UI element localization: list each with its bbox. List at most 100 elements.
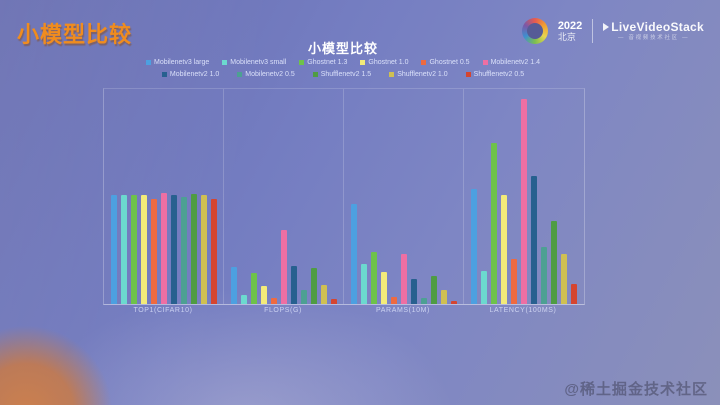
x-axis-labels: TOP1(CIFAR10) FLOPS(G) PARAMS(10M) LATEN… <box>103 307 583 314</box>
legend-item: Mobilenetv3 large <box>146 59 209 66</box>
bar-group <box>464 89 584 304</box>
bar <box>380 272 387 304</box>
legend-swatch-icon <box>299 60 305 65</box>
bar <box>491 143 497 304</box>
bar <box>420 298 427 304</box>
bar <box>150 198 157 304</box>
legend-item: Shufflenetv2 0.5 <box>465 71 525 78</box>
conference-year: 2022 <box>557 19 583 32</box>
bar <box>170 195 177 304</box>
bar <box>410 279 417 304</box>
bar <box>571 283 577 304</box>
legend-label: Ghostnet 1.0 <box>368 59 409 66</box>
bar <box>360 264 367 304</box>
legend-swatch-icon <box>237 72 243 77</box>
bar <box>120 195 127 304</box>
bar <box>390 297 397 304</box>
bar <box>270 298 277 304</box>
bar <box>430 275 437 304</box>
brand-tagline: — 音视频技术社区 — <box>617 34 690 41</box>
legend-label: Mobilenetv3 small <box>230 59 287 66</box>
x-axis-label: FLOPS(G) <box>264 307 302 314</box>
conference-city: 北京 <box>557 32 576 43</box>
logo-divider <box>592 19 594 43</box>
x-axis-label: TOP1(CIFAR10) <box>133 307 193 314</box>
bar <box>190 194 197 304</box>
legend-swatch-icon <box>222 60 228 65</box>
legend-swatch-icon <box>161 72 167 77</box>
bar <box>290 265 297 304</box>
legend-label: Ghostnet 0.5 <box>429 59 470 66</box>
bar <box>370 251 377 304</box>
legend-swatch-icon <box>421 60 427 65</box>
legend-item: Mobilenetv2 1.0 <box>161 71 220 78</box>
bar <box>471 188 477 304</box>
legend-label: Mobilenetv2 1.0 <box>169 71 220 78</box>
legend-swatch-icon <box>482 60 488 65</box>
bar <box>130 195 137 304</box>
bar <box>260 285 267 304</box>
legend-swatch-icon <box>312 72 318 77</box>
legend-label: Shufflenetv2 1.0 <box>397 71 448 78</box>
bar <box>240 294 247 304</box>
bar <box>450 300 457 304</box>
chart-legend-row-1: Mobilenetv3 large Mobilenetv3 small Ghostn… <box>63 59 623 66</box>
legend-item: Ghostnet 1.0 <box>360 59 408 66</box>
bar <box>350 204 357 304</box>
bar <box>440 290 447 304</box>
bar <box>551 221 557 304</box>
play-icon <box>603 23 610 32</box>
legend-item: Mobilenetv2 0.5 <box>237 71 295 78</box>
legend-label: Mobilenetv2 1.4 <box>490 59 540 66</box>
legend-label: Mobilenetv3 large <box>154 59 210 66</box>
bar-group <box>104 89 224 304</box>
legend-swatch-icon <box>389 72 395 77</box>
legend-swatch-icon <box>360 60 366 65</box>
bar <box>501 195 507 304</box>
brand-name: LiveVideoStack <box>611 20 704 35</box>
legend-item: Ghostnet 1.3 <box>299 59 347 66</box>
x-axis-label: PARAMS(10M) <box>376 307 430 314</box>
bar-chart-plot-area <box>103 88 585 305</box>
conference-badge: 2022 北京 <box>558 20 582 43</box>
legend-item: Mobilenetv3 small <box>222 59 286 66</box>
bar <box>210 198 217 304</box>
bar <box>531 176 537 304</box>
legend-label: Shufflenetv2 0.5 <box>473 71 525 78</box>
lvs-ring-logo-center <box>526 23 543 39</box>
bar-group <box>224 89 344 304</box>
bar <box>511 258 517 304</box>
legend-swatch-icon <box>465 72 471 77</box>
x-axis-label: LATENCY(100MS) <box>489 307 557 314</box>
legend-item: Shufflenetv2 1.5 <box>312 71 372 78</box>
bar-group <box>344 89 464 304</box>
bar <box>310 267 317 304</box>
bar <box>280 230 287 304</box>
bar <box>330 299 337 304</box>
chart-legend-row-2: Mobilenetv2 1.0 Mobilenetv2 0.5 Shufflenet… <box>63 71 623 78</box>
legend-label: Ghostnet 1.3 <box>307 59 348 66</box>
bar <box>521 99 527 304</box>
legend-label: Mobilenetv2 0.5 <box>245 71 295 78</box>
header-logo-bar: 2022 北京 LiveVideoStack — 音视频技术社区 — <box>521 18 704 44</box>
bar <box>110 195 117 304</box>
legend-swatch-icon <box>146 60 151 65</box>
brand-block: LiveVideoStack — 音视频技术社区 — <box>603 20 704 42</box>
bar <box>230 266 237 304</box>
bar <box>180 196 187 304</box>
watermark: @稀土掘金技术社区 <box>564 381 708 398</box>
bar <box>400 254 407 304</box>
legend-item: Shufflenetv2 1.0 <box>389 71 448 78</box>
lvs-ring-logo-icon <box>521 18 548 44</box>
bar <box>140 195 147 304</box>
slide-title: 小模型比较 <box>17 22 133 47</box>
bar <box>561 254 567 304</box>
bar <box>250 273 257 304</box>
legend-label: Shufflenetv2 1.5 <box>320 71 372 78</box>
bar <box>160 193 167 304</box>
legend-item: Mobilenetv2 1.4 <box>482 59 540 66</box>
bar <box>320 284 327 304</box>
bar <box>481 271 487 304</box>
bar <box>200 195 207 304</box>
